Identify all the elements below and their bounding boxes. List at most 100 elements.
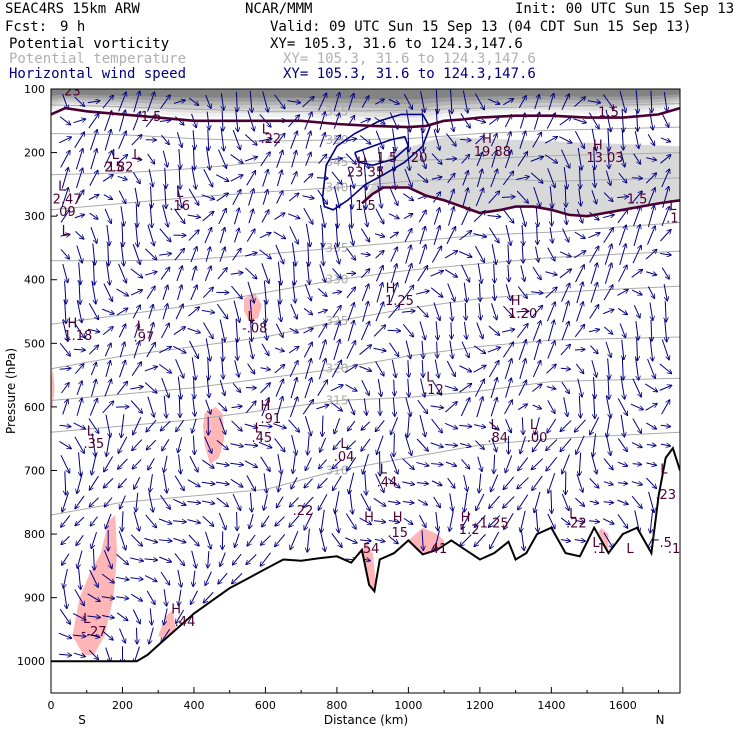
wind-vector <box>459 383 471 393</box>
wind-vector <box>218 572 228 584</box>
wind-vector <box>633 225 640 247</box>
wind-vector <box>591 190 597 204</box>
wind-vector <box>117 175 127 179</box>
wind-vector <box>102 175 113 182</box>
wind-vector <box>392 166 396 190</box>
wind-vector <box>246 171 256 186</box>
wind-vector <box>548 93 554 111</box>
extrema-label: 1.5 <box>377 151 398 166</box>
wind-vector <box>87 616 100 618</box>
field-pv-name: Potential vorticity <box>9 36 170 52</box>
wind-vector <box>431 464 443 465</box>
wind-vector <box>504 359 512 380</box>
wind-vector <box>60 249 69 259</box>
wind-vector <box>102 95 114 109</box>
wind-vector <box>290 377 297 399</box>
wind-vector <box>134 476 141 489</box>
wind-vector <box>88 345 98 355</box>
wind-vector <box>617 514 628 528</box>
wind-vector <box>335 491 340 513</box>
y-axis-label: Pressure (hPa) <box>4 348 18 434</box>
extrema-label: H <box>364 510 374 525</box>
wind-vector <box>205 571 212 586</box>
wind-vector <box>173 345 186 353</box>
wind-vector <box>603 458 613 469</box>
wind-vector <box>276 496 284 508</box>
wind-vector <box>532 404 542 409</box>
wind-vector <box>416 461 428 465</box>
wind-vector <box>488 515 501 527</box>
wind-vector <box>317 288 327 296</box>
wind-vector <box>205 247 210 262</box>
wind-vector <box>587 101 601 103</box>
wind-vector <box>87 634 100 637</box>
wind-vector <box>579 395 580 418</box>
wind-vector <box>219 417 225 435</box>
wind-vector <box>307 435 309 455</box>
extrema-label: L <box>133 148 141 163</box>
wind-vector <box>74 132 85 149</box>
wind-vector <box>391 359 396 378</box>
y-tick-label: 1000 <box>17 655 45 668</box>
extrema-label: 1.25 <box>385 294 414 309</box>
wind-vector <box>201 310 215 312</box>
wind-vector <box>246 229 255 242</box>
wind-vector <box>430 406 444 408</box>
wind-vector <box>491 438 497 452</box>
wind-vector <box>620 414 624 437</box>
wind-vector <box>532 266 541 280</box>
wind-vector <box>436 321 438 339</box>
wind-vector <box>562 301 569 323</box>
wind-vector <box>532 475 543 490</box>
extrema-label: L <box>530 418 538 433</box>
wind-vector <box>535 246 539 263</box>
wind-vector <box>661 206 669 227</box>
wind-vector <box>104 343 111 357</box>
wind-vector <box>76 168 83 189</box>
extrema-label: 1.5 <box>627 192 648 207</box>
wind-vector <box>75 516 85 526</box>
wind-vector <box>332 305 341 318</box>
wind-vector <box>118 530 126 550</box>
wind-vector <box>302 96 315 108</box>
wind-vector <box>164 608 168 625</box>
extrema-label: .44 <box>175 615 196 630</box>
wind-vector <box>75 149 82 170</box>
wind-vector <box>417 399 428 414</box>
wind-vector <box>91 532 98 548</box>
wind-vector <box>188 230 199 241</box>
wind-vector <box>434 359 438 378</box>
wind-vector <box>347 303 354 321</box>
extrema-label: .22 <box>260 132 281 147</box>
wind-vector <box>101 573 114 583</box>
wind-vector <box>373 497 386 506</box>
extrema-label: H <box>386 281 396 296</box>
wind-vector <box>91 280 96 304</box>
wind-vector <box>449 340 453 359</box>
wind-vector <box>473 365 486 373</box>
wind-vector <box>62 492 69 512</box>
extrema-label: .23 <box>655 488 676 503</box>
wind-vector <box>360 228 369 242</box>
wind-vector <box>290 172 297 185</box>
wind-vector <box>220 128 224 151</box>
wind-vector <box>417 173 428 183</box>
wind-vector <box>134 323 139 339</box>
wind-vector <box>451 322 452 338</box>
wind-vector <box>333 113 339 129</box>
wind-vector <box>393 397 395 417</box>
wind-vector <box>646 158 656 160</box>
extrema-label: L <box>255 421 263 436</box>
wind-vector <box>403 517 413 524</box>
wind-vector <box>276 191 283 204</box>
wind-vector <box>361 438 371 451</box>
wind-vector <box>631 442 642 448</box>
pv-shade-band <box>51 89 680 100</box>
wind-vector <box>348 420 356 431</box>
wind-vector <box>173 521 186 522</box>
wind-vector <box>163 473 167 493</box>
wind-vector <box>562 454 570 473</box>
wind-vector <box>131 362 141 376</box>
wind-vector <box>375 99 384 105</box>
wind-vector <box>74 96 85 106</box>
